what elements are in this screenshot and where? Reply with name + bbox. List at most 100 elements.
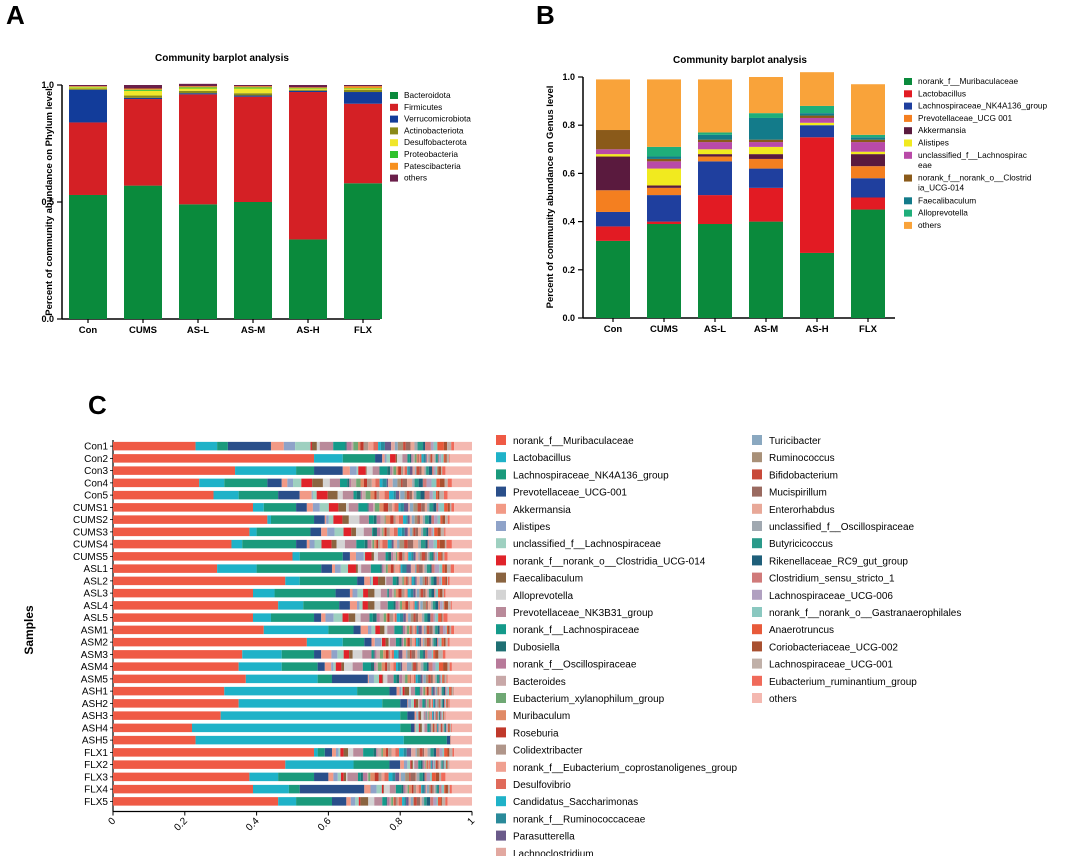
a-bar-as-l-firmicutes: [179, 94, 217, 205]
c-bar-asm2-tail-26: [431, 637, 434, 647]
c-bar-con5-tail-19: [395, 490, 400, 500]
c-legend-swatch-lactobacillus: [496, 452, 506, 463]
c-bar-con3-tail-13: [398, 466, 402, 475]
a-bar-as-h-patescibacteria: [289, 87, 327, 89]
c-bar-cums5-muribaculaceae: [113, 552, 293, 561]
c-bar-asl5-tail-22: [410, 613, 414, 622]
c-bar-cums4-tail-11: [372, 539, 375, 549]
c-bar-flx3-tail-1: [333, 772, 338, 782]
c-bar-con4-tail-5: [322, 478, 330, 488]
c-bar-ash4-tail-10: [431, 723, 433, 733]
c-bar-cums5-tail-31: [437, 552, 439, 561]
c-bar-asl3-tail-33: [440, 588, 443, 598]
c-bar-con2-tail-28: [437, 454, 439, 463]
c-bar-flx5-tail-34: [442, 797, 446, 806]
c-bar-cums5-tail-17: [408, 552, 412, 561]
c-bar-asl3-tail-29: [434, 588, 436, 598]
c-bar-asl2-tail-31: [441, 576, 443, 586]
c-bar-asl3-tail-19: [413, 588, 416, 598]
c-bar-con2-others: [449, 454, 472, 463]
c-bar-ash3-tail-4: [419, 711, 422, 720]
c-bar-flx3-tail-7: [357, 772, 361, 782]
c-bar-asm4-tail-24: [416, 662, 418, 671]
c-xtick-label: 1: [465, 816, 477, 828]
c-bar-cums1-tail-18: [400, 503, 404, 512]
c-bar-cums1-tail-16: [394, 503, 399, 512]
c-bar-cums5-tail-29: [433, 552, 436, 561]
c-bar-cums1-tail-34: [449, 503, 452, 512]
c-bar-ash4-tail-3: [418, 723, 420, 733]
c-bar-asl4-tail-23: [426, 601, 428, 610]
c-bar-con4-lachno_nk4a136: [224, 478, 268, 488]
c-bar-cums2-tail-27: [425, 515, 429, 524]
c-bar-asm2-tail-21: [423, 637, 425, 647]
c-bar-cums4-tail-6: [344, 539, 357, 549]
c-bar-ash1-lactobacillus: [224, 686, 358, 696]
c-bar-flx5-others: [447, 797, 472, 806]
c-bar-cums5-tail-2: [363, 552, 366, 561]
c-bar-ash3-lactobacillus: [220, 711, 401, 720]
c-bar-asm3-tail-31: [431, 650, 434, 659]
c-sample-label: ASM4: [81, 662, 109, 673]
c-bar-flx5-tail-15: [397, 797, 399, 806]
c-legend-label: unclassified_f__Lachnospiraceae: [513, 539, 661, 550]
b-bar-con-norank-f-norank-o-clostridia-ucg-014: [596, 130, 630, 150]
c-bar-con4-tail-3: [301, 478, 313, 488]
c-bar-asl3-tail-5: [374, 588, 381, 598]
c-bar-ash3-tail-2: [417, 711, 419, 720]
c-bar-asl3-others: [445, 588, 472, 598]
a-bar-as-m-proteobacteria: [234, 87, 272, 89]
c-bar-asl4-tail-10: [398, 601, 401, 610]
c-bar-asm3-tail-7: [371, 650, 374, 659]
c-bar-asm3-tail-19: [398, 650, 403, 659]
a-bar-as-l-actinobacteriota: [179, 90, 217, 94]
c-bar-asm2-tail-4: [385, 637, 389, 647]
a-bar-cums-patescibacteria: [124, 88, 162, 90]
c-bar-con1-tail-28: [423, 441, 426, 451]
c-bar-asm1-tail-22: [425, 625, 427, 635]
c-bar-asl4-tail-5: [374, 601, 381, 610]
c-bar-ash1-tail-18: [431, 686, 433, 696]
c-bar-con3-tail-8: [387, 466, 391, 475]
c-bar-asm3-tail-3: [343, 650, 350, 659]
c-bar-asl5-tail-4: [348, 613, 356, 622]
c-bar-con2-tail-12: [416, 454, 418, 463]
c-bar-cums4-tail-13: [376, 539, 379, 549]
panel-label-a: A: [6, 0, 25, 30]
c-bar-con5-tail-13: [374, 490, 377, 500]
c-bar-asl2-tail-24: [426, 576, 429, 586]
c-bar-asl2-tail-20: [416, 576, 420, 586]
c-bar-asm5-tail-23: [428, 674, 431, 684]
c-bar-cums5-tail-5: [373, 552, 378, 561]
c-bar-asm5-tail-17: [415, 674, 418, 684]
c-bar-flx3-tail-3: [340, 772, 344, 782]
c-bar-con3-tail-0: [342, 466, 350, 475]
a-bar-cums-desulfobacterota: [124, 90, 162, 96]
c-bar-asm3-tail-5: [352, 650, 363, 659]
c-legend-label: Eubacterium_xylanophilum_group: [513, 694, 665, 705]
c-bar-ash2-tail-13: [428, 699, 430, 708]
c-bar-flx5-lachno_nk4a136: [296, 797, 332, 806]
c-bar-flx2-tail-15: [428, 760, 430, 769]
c-bar-flx1-tail-22: [416, 748, 420, 757]
c-bar-asm2-tail-9: [401, 637, 404, 647]
a-bar-con-actinobacteriota: [69, 88, 107, 90]
c-bar-flx1-tail-8: [373, 748, 377, 757]
c-legend-swatch-dubosiella: [496, 641, 506, 652]
a-legend-swatch: [390, 103, 398, 111]
c-bar-asm2-tail-7: [395, 637, 400, 647]
c-bar-con2-prevotellaceae: [375, 454, 383, 463]
c-bar-ash1-muribaculaceae: [113, 686, 225, 696]
c-bar-asl5-tail-33: [441, 613, 443, 622]
c-bar-asl1-tail-13: [390, 564, 394, 573]
c-bar-asl2-tail-30: [439, 576, 442, 586]
b-bar-as-h-alistipes: [800, 122, 834, 126]
c-bar-ash4-tail-8: [429, 723, 431, 733]
b-bar-flx-norank-f-muribaculaceae: [851, 209, 885, 318]
c-bar-flx3-tail-10: [367, 772, 369, 782]
panel-b-legend: norank_f__Muribaculaceae Lactobacillus Lac…: [904, 76, 1048, 230]
c-bar-ash3-others: [445, 711, 472, 720]
c-bar-ash3-tail-17: [432, 711, 433, 720]
c-bar-flx1-tail-12: [382, 748, 387, 757]
c-bar-asm1-tail-12: [409, 625, 411, 635]
